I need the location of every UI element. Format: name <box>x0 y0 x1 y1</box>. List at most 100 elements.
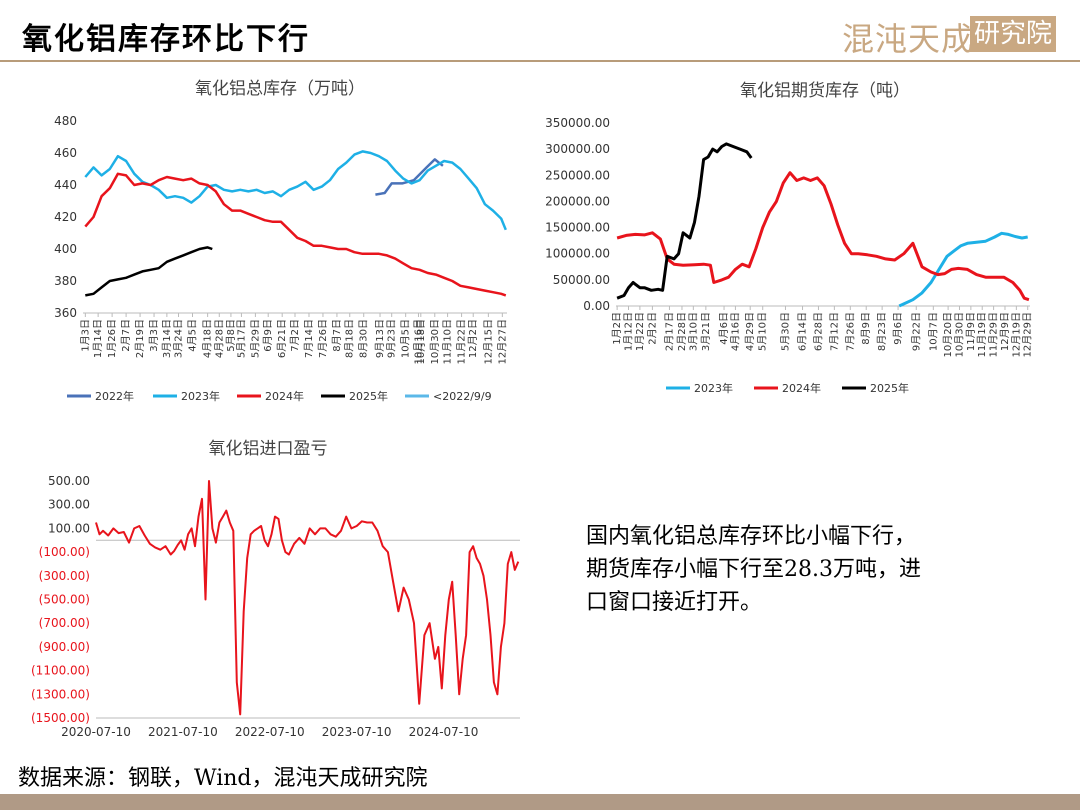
legend-label: <2022/9/9 <box>433 390 492 403</box>
series-line-2024年 <box>84 172 507 297</box>
x-tick-label: 2022-07-10 <box>235 725 305 739</box>
y-tick-label: 300000.00 <box>545 142 610 156</box>
x-tick-label: 4月29日 <box>744 312 756 351</box>
y-tick-label: (1500.00) <box>31 711 90 725</box>
x-tick-label: 8月7日 <box>331 319 343 352</box>
x-tick-label: 6月28日 <box>812 312 824 351</box>
x-tick-label: 5月29日 <box>249 319 261 358</box>
x-tick-label: 6月21日 <box>276 319 288 358</box>
x-tick-label: 2023-07-10 <box>322 725 392 739</box>
series-line <box>95 480 520 716</box>
x-tick-label: 4月5日 <box>186 319 198 352</box>
title-divider <box>0 60 1080 62</box>
x-tick-label: 7月12日 <box>828 312 840 351</box>
y-tick-label: 300.00 <box>48 498 90 512</box>
legend-label: 2022年 <box>95 389 134 403</box>
x-tick-label: 8月23日 <box>876 312 888 351</box>
summary-line: 国内氧化铝总库存环比小幅下行， <box>586 524 917 549</box>
x-tick-label: 3月14日 <box>161 319 173 358</box>
x-tick-label: 9月22日 <box>910 312 922 351</box>
x-tick-label: 5月8日 <box>225 319 237 352</box>
x-tick-label: 1月2日 <box>611 312 623 345</box>
summary-line: 期货库存小幅下行至28.3万吨，进 <box>586 557 921 582</box>
x-tick-label: 4月16日 <box>729 312 741 351</box>
x-tick-label: 2月7日 <box>120 319 132 352</box>
x-tick-label: 10月7日 <box>927 312 939 351</box>
chart-title: 氧化铝总库存（万吨） <box>195 79 365 99</box>
import-profit-chart: 氧化铝进口盈亏 (1500.00) (1300.00) (1100.00) (900.0… <box>31 439 520 739</box>
y-tick-label: (900.00) <box>39 640 90 654</box>
x-tick-label: 3月3日 <box>148 319 160 352</box>
chart-title: 氧化铝期货库存（吨） <box>740 81 910 101</box>
y-tick-label: (500.00) <box>39 593 90 607</box>
x-tick-label: 9月6日 <box>892 312 904 345</box>
y-tick-label: 100.00 <box>48 521 90 535</box>
x-tick-label: 2月19日 <box>134 319 146 358</box>
legend-label: 2024年 <box>782 381 821 395</box>
x-tick-label: 11月19日 <box>976 312 988 357</box>
x-tick-label: 8月9日 <box>860 312 872 345</box>
y-tick-label: 0.00 <box>583 299 610 313</box>
x-tick-label: 5月17日 <box>235 319 247 358</box>
y-tick-label: (1300.00) <box>31 687 90 701</box>
x-tick-label: 2月28日 <box>676 312 688 351</box>
x-tick-label: 3月21日 <box>700 312 712 351</box>
footer-band <box>0 794 1080 810</box>
legend-label: 2023年 <box>181 389 220 403</box>
y-tick-label: 480 <box>54 114 77 128</box>
x-tick-label: 5月30日 <box>779 312 791 351</box>
x-tick-label: 12月19日 <box>1010 312 1022 357</box>
legend-label: 2024年 <box>265 389 304 403</box>
legend-label: 2023年 <box>694 381 733 395</box>
x-tick-label: 12月15日 <box>482 319 494 364</box>
x-tick-label: 1月12日 <box>623 312 635 351</box>
x-tick-label: 5月10日 <box>757 312 769 351</box>
x-tick-label: 8月30日 <box>358 319 370 358</box>
x-tick-label: 12月2日 <box>467 319 479 358</box>
y-tick-label: 500.00 <box>48 474 90 488</box>
y-tick-label: 50000.00 <box>553 273 610 287</box>
y-tick-label: 350000.00 <box>545 116 610 130</box>
y-tick-label: 460 <box>54 146 77 160</box>
total-inventory-chart: 氧化铝总库存（万吨） 360 380 400 420 440 460 480 1月3日 1月14日… <box>54 79 508 403</box>
y-tick-label: 200000.00 <box>545 194 610 208</box>
y-tick-label: (100.00) <box>39 545 90 559</box>
summary-line: 口窗口接近打开。 <box>586 590 763 615</box>
chart-title: 氧化铝进口盈亏 <box>209 439 328 459</box>
x-tick-label: 1月26日 <box>106 319 118 358</box>
x-tick-label: 12月9日 <box>999 312 1011 351</box>
x-tick-label: 1月3日 <box>79 319 91 352</box>
x-tick-label: 1月14日 <box>92 319 104 358</box>
y-tick-label: 420 <box>54 210 77 224</box>
logo-boxed-text: 研究院 <box>970 16 1056 52</box>
series-line-2023年 <box>898 231 1028 308</box>
x-tick-label: 4月6日 <box>718 312 730 345</box>
x-tick-label: 3月10日 <box>687 312 699 351</box>
y-tick-label: 440 <box>54 178 77 192</box>
y-tick-label: 380 <box>54 274 77 288</box>
x-tick-label: 11月29日 <box>988 312 1000 357</box>
x-tick-label: 4月18日 <box>202 319 214 358</box>
series-line-2023年 <box>84 150 507 231</box>
x-tick-label: 6月14日 <box>797 312 809 351</box>
x-tick-label: 4月28日 <box>213 319 225 358</box>
x-tick-label: 2月2日 <box>646 312 658 345</box>
x-tick-label: 7月2日 <box>289 319 301 352</box>
y-tick-label: 250000.00 <box>545 168 610 182</box>
series-line-2024年 <box>616 171 1030 302</box>
x-tick-label: 7月26日 <box>844 312 856 351</box>
x-tick-label: 2月17日 <box>663 312 675 351</box>
data-source: 数据来源：钢联，Wind，混沌天成研究院 <box>18 766 428 791</box>
x-tick-label: 11月9日 <box>965 312 977 351</box>
x-tick-label: 8月18日 <box>344 319 356 358</box>
x-tick-label: 9月13日 <box>374 319 386 358</box>
series-line-2025年 <box>85 246 213 297</box>
y-tick-label: 150000.00 <box>545 221 610 235</box>
y-tick-label: (1100.00) <box>31 664 90 678</box>
legend-label: 2025年 <box>870 381 909 395</box>
y-tick-label: (300.00) <box>39 569 90 583</box>
x-tick-label: 12月27日 <box>496 319 508 364</box>
y-tick-label: 400 <box>54 242 77 256</box>
x-tick-label: 10月16日 <box>412 319 424 364</box>
series-line-2025年 <box>616 142 753 300</box>
